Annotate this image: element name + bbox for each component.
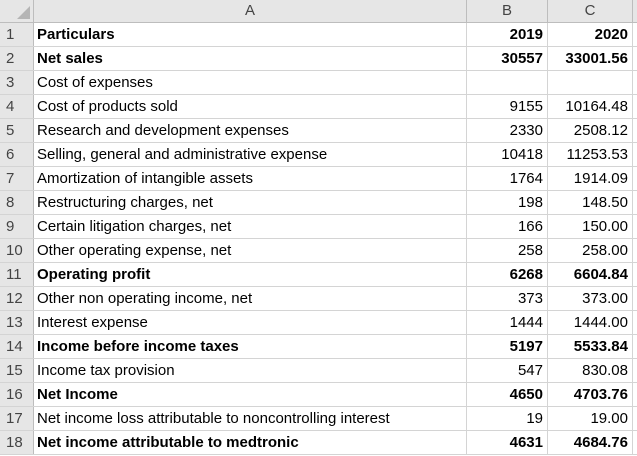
cell-2020[interactable]: 19.00 [548,407,633,430]
table-row: 9 Certain litigation charges, net 166 150.0… [0,215,637,239]
row-header[interactable]: 7 [0,167,34,190]
cell-2019[interactable]: 4650 [467,383,548,406]
cell-particulars[interactable]: Cost of expenses [34,71,467,94]
column-header-row: A B C [0,0,637,23]
column-header-b[interactable]: B [467,0,548,22]
table-row: 1 Particulars 2019 2020 [0,23,637,47]
cell-particulars[interactable]: Other operating expense, net [34,239,467,262]
cell-2020[interactable]: 148.50 [548,191,633,214]
cell-particulars[interactable]: Net Income [34,383,467,406]
table-row: 2 Net sales 30557 33001.56 [0,47,637,71]
cell-particulars[interactable]: Net income attributable to medtronic [34,431,467,454]
cell-2020[interactable]: 6604.84 [548,263,633,286]
cell-particulars[interactable]: Restructuring charges, net [34,191,467,214]
cell-particulars[interactable]: Amortization of intangible assets [34,167,467,190]
row-header[interactable]: 6 [0,143,34,166]
table-row: 4 Cost of products sold 9155 10164.48 [0,95,637,119]
row-header[interactable]: 2 [0,47,34,70]
cell-2019[interactable]: 1764 [467,167,548,190]
cell-2020[interactable]: 1444.00 [548,311,633,334]
table-row: 15 Income tax provision 547 830.08 [0,359,637,383]
cell-2020[interactable]: 373.00 [548,287,633,310]
cell-2019[interactable]: 2330 [467,119,548,142]
cell-particulars[interactable]: Operating profit [34,263,467,286]
row-header[interactable]: 4 [0,95,34,118]
cell-2019[interactable]: 1444 [467,311,548,334]
row-header[interactable]: 8 [0,191,34,214]
row-header[interactable]: 18 [0,431,34,454]
cell-particulars[interactable]: Particulars [34,23,467,46]
column-header-a[interactable]: A [34,0,467,22]
cell-2020[interactable]: 1914.09 [548,167,633,190]
table-row: 7 Amortization of intangible assets 1764 19… [0,167,637,191]
cell-2020[interactable]: 2020 [548,23,633,46]
cell-2020[interactable]: 5533.84 [548,335,633,358]
table-row: 18 Net income attributable to medtronic 46… [0,431,637,455]
cell-2019[interactable]: 166 [467,215,548,238]
row-header[interactable]: 9 [0,215,34,238]
cell-2020[interactable]: 11253.53 [548,143,633,166]
cell-2019[interactable]: 4631 [467,431,548,454]
cell-2020[interactable]: 2508.12 [548,119,633,142]
cell-2019[interactable]: 9155 [467,95,548,118]
row-header[interactable]: 15 [0,359,34,382]
table-row: 14 Income before income taxes 5197 5533.84 [0,335,637,359]
cell-particulars[interactable]: Income tax provision [34,359,467,382]
select-all-triangle-icon [17,6,30,19]
table-row: 11 Operating profit 6268 6604.84 [0,263,637,287]
cell-2020[interactable]: 33001.56 [548,47,633,70]
row-header[interactable]: 3 [0,71,34,94]
cell-2019[interactable] [467,71,548,94]
cell-2019[interactable]: 547 [467,359,548,382]
cell-2019[interactable]: 2019 [467,23,548,46]
rows-container: 1 Particulars 2019 2020 2 Net sales 30557 33001… [0,23,637,455]
row-header[interactable]: 16 [0,383,34,406]
cell-particulars[interactable]: Income before income taxes [34,335,467,358]
cell-2020[interactable]: 4684.76 [548,431,633,454]
cell-2020[interactable]: 150.00 [548,215,633,238]
table-row: 16 Net Income 4650 4703.76 [0,383,637,407]
table-row: 17 Net income loss attributable to noncon… [0,407,637,431]
cell-2019[interactable]: 6268 [467,263,548,286]
table-row: 12 Other non operating income, net 373 373.… [0,287,637,311]
select-all-button[interactable] [0,0,34,22]
cell-2020[interactable]: 258.00 [548,239,633,262]
cell-particulars[interactable]: Certain litigation charges, net [34,215,467,238]
row-header[interactable]: 17 [0,407,34,430]
table-row: 5 Research and development expenses 2330 25… [0,119,637,143]
cell-particulars[interactable]: Cost of products sold [34,95,467,118]
cell-particulars[interactable]: Research and development expenses [34,119,467,142]
cell-2020[interactable]: 10164.48 [548,95,633,118]
row-header[interactable]: 1 [0,23,34,46]
cell-2019[interactable]: 10418 [467,143,548,166]
cell-particulars[interactable]: Interest expense [34,311,467,334]
row-header[interactable]: 13 [0,311,34,334]
row-header[interactable]: 11 [0,263,34,286]
table-row: 8 Restructuring charges, net 198 148.50 [0,191,637,215]
row-header[interactable]: 5 [0,119,34,142]
cell-2020[interactable] [548,71,633,94]
cell-2019[interactable]: 198 [467,191,548,214]
cell-2019[interactable]: 258 [467,239,548,262]
cell-2019[interactable]: 373 [467,287,548,310]
cell-2019[interactable]: 30557 [467,47,548,70]
table-row: 13 Interest expense 1444 1444.00 [0,311,637,335]
cell-2019[interactable]: 19 [467,407,548,430]
cell-particulars[interactable]: Net income loss attributable to noncontr… [34,407,467,430]
row-header[interactable]: 14 [0,335,34,358]
row-header[interactable]: 10 [0,239,34,262]
column-header-c[interactable]: C [548,0,633,22]
cell-particulars[interactable]: Selling, general and administrative expe… [34,143,467,166]
table-row: 10 Other operating expense, net 258 258.00 [0,239,637,263]
table-row: 6 Selling, general and administrative exp… [0,143,637,167]
cell-particulars[interactable]: Other non operating income, net [34,287,467,310]
cell-2020[interactable]: 4703.76 [548,383,633,406]
cell-2019[interactable]: 5197 [467,335,548,358]
cell-2020[interactable]: 830.08 [548,359,633,382]
cell-particulars[interactable]: Net sales [34,47,467,70]
table-row: 3 Cost of expenses [0,71,637,95]
row-header[interactable]: 12 [0,287,34,310]
